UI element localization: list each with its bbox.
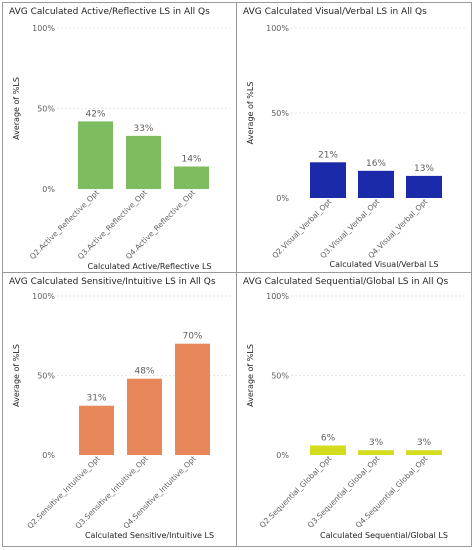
y-tick-label: 50%	[37, 372, 55, 381]
data-label: 3%	[417, 438, 432, 448]
data-label: 14%	[181, 154, 201, 164]
bar-4[interactable]	[175, 343, 210, 455]
bar-2[interactable]	[79, 405, 114, 455]
x-axis-title: Calculated Sensitive/Intuitive LS	[85, 531, 214, 540]
y-tick-label: 100%	[32, 24, 55, 33]
x-axis-title: Calculated Visual/Verbal LS	[330, 260, 439, 269]
data-label: 6%	[321, 433, 336, 443]
bar-3[interactable]	[127, 378, 162, 455]
y-axis-title: Average of %LS	[12, 77, 21, 140]
x-axis-title: Calculated Sequential/Global LS	[320, 531, 448, 540]
chart-panel-sequential-global[interactable]: AVG Calculated Sequential/Global LS in A…	[237, 273, 471, 546]
chart-panel-active-reflective[interactable]: AVG Calculated Active/Reflective LS in A…	[3, 3, 236, 272]
bar-2[interactable]	[78, 121, 113, 189]
bar-3[interactable]	[358, 450, 394, 455]
y-tick-label: 100%	[266, 292, 289, 301]
bar-2[interactable]	[310, 162, 346, 198]
bar-4[interactable]	[406, 175, 442, 198]
data-label: 16%	[366, 159, 386, 169]
y-tick-label: 100%	[32, 292, 55, 301]
chart-active-reflective: AVG Calculated Active/Reflective LS in A…	[9, 7, 230, 271]
data-label: 33%	[133, 124, 153, 134]
y-tick-label: 0%	[276, 451, 289, 460]
data-label: 13%	[414, 164, 434, 174]
chart-title: AVG Calculated Sequential/Global LS in A…	[243, 277, 448, 287]
data-label: 42%	[85, 109, 105, 119]
bar-4[interactable]	[406, 450, 442, 455]
panel-divider-horizontal	[2, 272, 472, 273]
data-label: 31%	[86, 394, 106, 404]
panel-divider-vertical	[236, 2, 237, 547]
chart-title: AVG Calculated Active/Reflective LS in A…	[9, 7, 210, 17]
chart-sensitive-intuitive: AVG Calculated Sensitive/Intuitive LS in…	[9, 277, 230, 540]
y-tick-label: 50%	[271, 109, 289, 118]
y-tick-label: 50%	[271, 372, 289, 381]
y-axis-title: Average of %LS	[12, 344, 21, 407]
bar-2[interactable]	[310, 445, 346, 455]
bar-4[interactable]	[174, 166, 209, 189]
data-label: 70%	[182, 332, 202, 342]
data-label: 48%	[134, 367, 154, 377]
x-axis-title: Calculated Active/Reflective LS	[88, 262, 212, 271]
chart-title: AVG Calculated Sensitive/Intuitive LS in…	[9, 277, 216, 287]
y-axis-title: Average of %LS	[246, 344, 255, 407]
y-tick-label: 0%	[42, 451, 55, 460]
data-label: 21%	[318, 150, 338, 160]
chart-title: AVG Calculated Visual/Verbal LS in All Q…	[243, 7, 427, 17]
bar-3[interactable]	[358, 170, 394, 198]
chart-visual-verbal: AVG Calculated Visual/Verbal LS in All Q…	[243, 7, 465, 269]
y-tick-label: 0%	[276, 194, 289, 203]
y-axis-title: Average of %LS	[246, 82, 255, 145]
y-tick-label: 50%	[37, 105, 55, 114]
chart-panel-visual-verbal[interactable]: AVG Calculated Visual/Verbal LS in All Q…	[237, 3, 471, 272]
chart-panel-sensitive-intuitive[interactable]: AVG Calculated Sensitive/Intuitive LS in…	[3, 273, 236, 546]
data-label: 3%	[369, 438, 384, 448]
y-tick-label: 0%	[42, 185, 55, 194]
chart-sequential-global: AVG Calculated Sequential/Global LS in A…	[243, 277, 465, 540]
y-tick-label: 100%	[266, 24, 289, 33]
bar-3[interactable]	[126, 135, 161, 189]
